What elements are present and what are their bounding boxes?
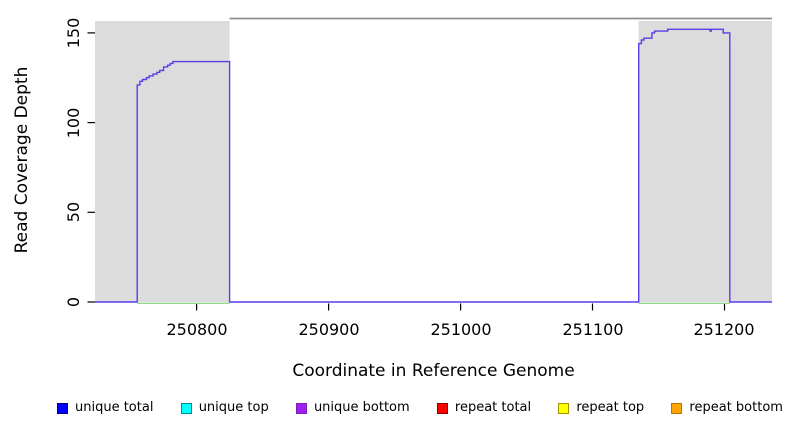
shaded-region-right-flank	[638, 21, 772, 302]
legend-item-repeat-top: repeat top	[558, 400, 644, 416]
legend-item-unique-total: unique total	[57, 400, 153, 416]
legend-item-repeat-bottom: repeat bottom	[671, 400, 783, 416]
x-tick-label: 250900	[298, 320, 360, 339]
legend-swatch-icon	[180, 402, 192, 414]
legend-label: unique top	[198, 400, 269, 415]
legend-swatch-icon	[558, 402, 570, 414]
y-tick-label: 0	[64, 296, 83, 308]
legend-item-unique-bottom: unique bottom	[295, 400, 410, 416]
legend-swatch-icon	[295, 402, 307, 414]
x-axis-title: Coordinate in Reference Genome	[292, 361, 575, 381]
y-axis-title: Read Coverage Depth	[12, 66, 32, 254]
legend-swatch-icon	[436, 402, 448, 414]
y-tick-label: 150	[64, 17, 83, 49]
legend-label: repeat bottom	[689, 400, 783, 415]
coverage-trace	[95, 28, 772, 303]
y-tick-label: 50	[64, 201, 83, 223]
legend: unique total unique top unique bottom repea…	[57, 399, 783, 417]
legend-label: unique total	[75, 400, 154, 415]
legend-swatch-icon	[671, 402, 683, 414]
legend-swatch-icon	[57, 402, 68, 414]
legend-item-unique-top: unique top	[180, 400, 269, 416]
x-tick-label: 251000	[430, 320, 492, 339]
x-tick-label: 251200	[693, 320, 755, 339]
legend-label: repeat top	[576, 400, 645, 415]
y-tick-label: 100	[64, 107, 83, 139]
x-tick-label: 251100	[562, 320, 624, 339]
legend-label: repeat total	[454, 400, 532, 415]
shaded-region-left-flank	[95, 21, 230, 302]
legend-label: unique bottom	[313, 400, 410, 415]
legend-item-repeat-total: repeat total	[436, 400, 532, 416]
x-tick-label: 250800	[166, 320, 228, 339]
